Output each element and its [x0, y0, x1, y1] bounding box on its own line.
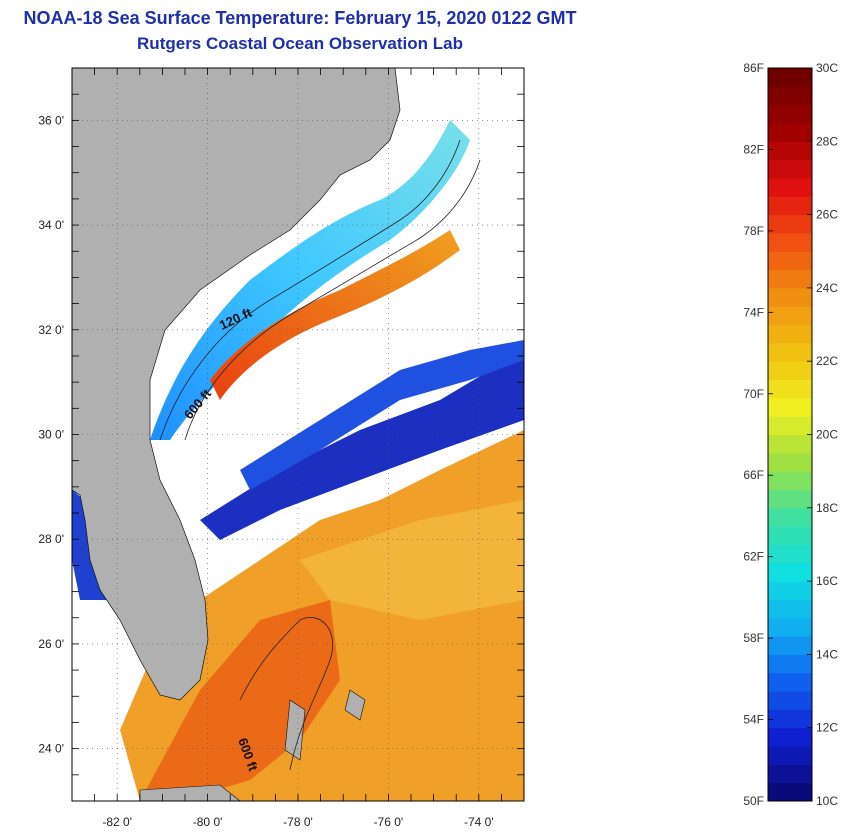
color-step	[768, 361, 812, 381]
fahrenheit-label: 86F	[743, 61, 764, 75]
color-step	[768, 489, 812, 509]
lat-tick-label: 36 0'	[38, 113, 64, 127]
color-step	[768, 86, 812, 106]
color-step	[768, 434, 812, 454]
celsius-label: 16C	[816, 574, 838, 588]
celsius-label: 12C	[816, 721, 838, 735]
color-step	[768, 177, 812, 197]
celsius-label: 30C	[816, 61, 838, 75]
fahrenheit-label: 66F	[743, 468, 764, 482]
fahrenheit-label: 70F	[743, 387, 764, 401]
color-step	[768, 581, 812, 600]
color-step	[768, 562, 812, 582]
color-step	[768, 544, 812, 564]
color-step	[768, 397, 812, 417]
map-frame	[71, 67, 525, 802]
color-step	[768, 617, 812, 637]
sst-map: 120 ft 600 ft 600 ft 36 0'34 0'32 0'30 0…	[38, 67, 525, 829]
fahrenheit-label: 50F	[743, 794, 764, 808]
celsius-label: 14C	[816, 647, 838, 661]
warm-mid-region	[300, 500, 524, 620]
fahrenheit-scale: 86F 82F 78F 74F 70F 66F 62F 58F 54F 50F	[743, 61, 773, 808]
warm-core-region	[140, 600, 340, 801]
color-step	[768, 141, 812, 161]
fahrenheit-label: 54F	[743, 713, 764, 727]
celsius-label: 24C	[816, 281, 838, 295]
lon-tick-label: -76 0'	[374, 815, 404, 829]
cold-band-1	[200, 350, 524, 540]
color-step	[768, 727, 812, 747]
land-mass	[71, 67, 401, 701]
color-scale-bar	[768, 68, 812, 802]
color-step	[768, 764, 812, 784]
color-step	[768, 104, 812, 124]
cold-band-2	[240, 340, 524, 490]
color-step	[768, 526, 812, 545]
color-step	[768, 68, 812, 87]
celsius-label: 20C	[816, 428, 838, 442]
contour-600ft-south	[239, 617, 334, 771]
color-step	[768, 122, 812, 142]
color-step	[768, 672, 812, 692]
contour-600ft	[184, 159, 481, 441]
celsius-label: 18C	[816, 501, 838, 515]
celsius-label: 22C	[816, 354, 838, 368]
color-step	[768, 471, 812, 490]
color-step	[768, 306, 812, 326]
color-step	[768, 636, 812, 655]
celsius-label: 28C	[816, 134, 838, 148]
lat-tick-label: 30 0'	[38, 428, 64, 442]
color-step	[768, 342, 812, 362]
celsius-scale: 30C 28C 26C 24C 22C 20C 18C 16C 14C 12C 10C	[807, 61, 838, 808]
celsius-label: 10C	[816, 794, 838, 808]
map-title: NOAA-18 Sea Surface Temperature: Februar…	[23, 8, 577, 28]
graticule	[72, 68, 524, 801]
color-step	[768, 214, 812, 234]
lon-tick-label: -78 0'	[283, 815, 313, 829]
contour-120ft	[159, 139, 461, 441]
celsius-label: 26C	[816, 208, 838, 222]
longitude-axis: -82 0' -80 0' -78 0' -76 0' -74 0'	[102, 815, 493, 829]
lat-tick-label: 26 0'	[38, 637, 64, 651]
lat-tick-label: 28 0'	[38, 532, 64, 546]
color-step	[768, 379, 812, 399]
color-step	[768, 416, 812, 435]
color-step	[768, 599, 812, 619]
color-step	[768, 507, 812, 527]
color-step	[768, 324, 812, 344]
color-step	[768, 654, 812, 674]
color-step	[768, 709, 812, 729]
gulf-stream	[210, 230, 460, 400]
color-step	[768, 452, 812, 472]
island	[344, 689, 366, 721]
color-step	[768, 159, 812, 179]
lat-tick-label: 34 0'	[38, 218, 64, 232]
lat-tick-label: 24 0'	[38, 742, 64, 756]
island	[284, 699, 306, 761]
color-step	[768, 251, 812, 271]
color-step	[768, 269, 812, 289]
color-step	[768, 746, 812, 765]
latitude-axis: 36 0' 34 0' 32 0' 30 0' 28 0' 26 0' 24 0'	[38, 113, 64, 755]
fahrenheit-label: 58F	[743, 631, 764, 645]
lon-tick-label: -74 0'	[464, 815, 494, 829]
fahrenheit-label: 74F	[743, 305, 764, 319]
lat-tick-label: 32 0'	[38, 323, 64, 337]
map-subtitle: Rutgers Coastal Ocean Observation Lab	[137, 34, 463, 53]
color-step	[768, 196, 812, 216]
color-step	[768, 287, 812, 307]
fahrenheit-label: 78F	[743, 224, 764, 238]
fahrenheit-label: 62F	[743, 550, 764, 564]
color-step	[768, 782, 812, 802]
color-step	[768, 232, 812, 252]
lon-tick-label: -82 0'	[102, 815, 132, 829]
color-step	[768, 691, 812, 710]
fahrenheit-label: 82F	[743, 142, 764, 156]
color-scale: 86F 82F 78F 74F 70F 66F 62F 58F 54F 50F 30C 28C 26C…	[743, 61, 838, 808]
lon-tick-label: -80 0'	[193, 815, 223, 829]
